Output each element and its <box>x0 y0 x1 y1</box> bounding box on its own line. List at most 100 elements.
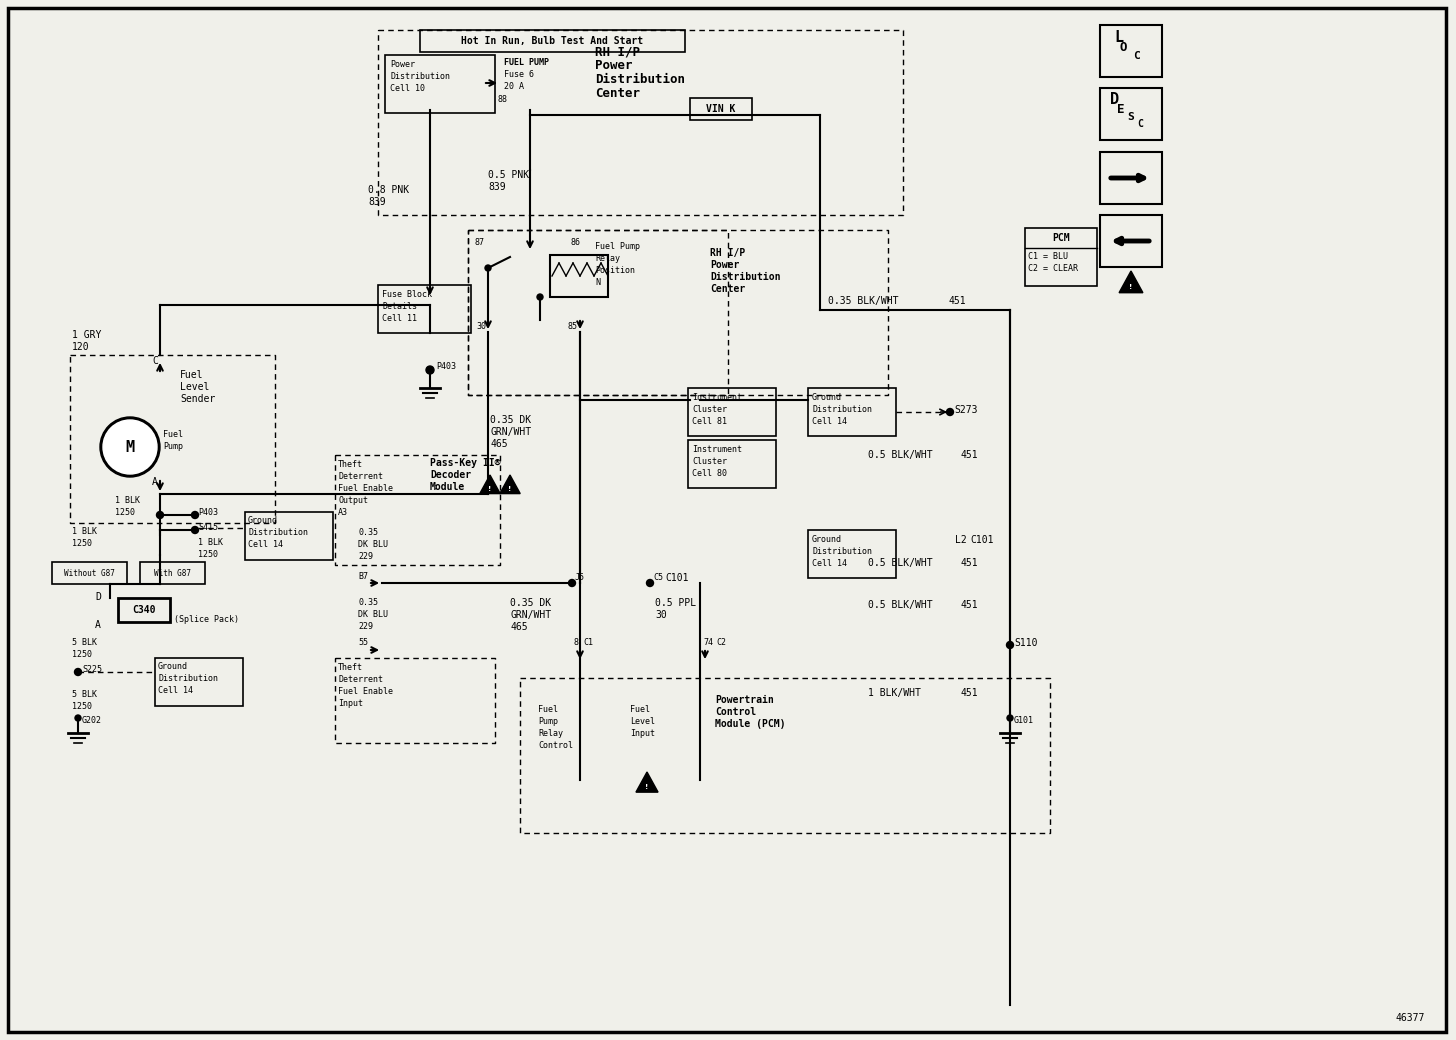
Text: L2: L2 <box>955 535 967 545</box>
Bar <box>550 255 609 297</box>
Text: With G87: With G87 <box>153 569 191 577</box>
Text: Cell 10: Cell 10 <box>390 84 425 93</box>
Text: 0.35: 0.35 <box>358 598 379 607</box>
Circle shape <box>485 265 491 271</box>
Text: Fuse 6: Fuse 6 <box>504 70 534 79</box>
Text: 0.5 BLK/WHT: 0.5 BLK/WHT <box>868 600 933 610</box>
Text: RH I/P: RH I/P <box>596 45 641 58</box>
Text: Cell 14: Cell 14 <box>248 540 282 549</box>
Text: Hot In Run, Bulb Test And Start: Hot In Run, Bulb Test And Start <box>462 36 644 46</box>
Text: G202: G202 <box>82 716 102 725</box>
Text: 229: 229 <box>358 622 373 631</box>
Circle shape <box>74 669 82 676</box>
Text: J5: J5 <box>575 573 585 582</box>
Text: !: ! <box>488 486 492 492</box>
Text: 229: 229 <box>358 552 373 561</box>
Circle shape <box>537 294 543 300</box>
Text: 87: 87 <box>475 238 483 248</box>
Text: 451: 451 <box>960 558 977 568</box>
Text: O: O <box>1120 41 1127 54</box>
Polygon shape <box>636 772 658 792</box>
Text: Cell 81: Cell 81 <box>692 417 727 426</box>
Text: Relay: Relay <box>596 254 620 263</box>
Text: 451: 451 <box>960 450 977 460</box>
Circle shape <box>156 512 163 519</box>
Bar <box>690 98 751 120</box>
Circle shape <box>427 366 434 374</box>
Bar <box>808 388 895 436</box>
Text: A3: A3 <box>338 508 348 517</box>
Bar <box>140 562 205 584</box>
Text: 46377: 46377 <box>1395 1013 1424 1023</box>
Bar <box>379 285 470 333</box>
Text: C101: C101 <box>665 573 689 583</box>
Text: C2 = CLEAR: C2 = CLEAR <box>1028 264 1077 274</box>
Text: S225: S225 <box>82 665 102 674</box>
Text: Decoder: Decoder <box>430 470 472 480</box>
Text: S110: S110 <box>1013 638 1038 648</box>
Circle shape <box>192 512 198 519</box>
Text: 1 BLK: 1 BLK <box>71 527 98 536</box>
Text: 86: 86 <box>569 238 579 248</box>
Text: Level: Level <box>630 717 655 726</box>
Text: Fuel Enable: Fuel Enable <box>338 687 393 696</box>
Circle shape <box>568 579 575 587</box>
Text: 30: 30 <box>655 610 667 620</box>
Text: 839: 839 <box>488 182 505 192</box>
Text: C340: C340 <box>132 605 156 615</box>
Bar <box>384 55 495 113</box>
Text: 1 GRY: 1 GRY <box>71 330 102 340</box>
Text: Module (PCM): Module (PCM) <box>715 719 785 729</box>
Text: C: C <box>1137 119 1143 129</box>
Text: 0.35 BLK/WHT: 0.35 BLK/WHT <box>828 296 898 306</box>
Text: 120: 120 <box>71 342 90 352</box>
Text: Control: Control <box>715 707 756 717</box>
Text: Fuel: Fuel <box>539 705 558 714</box>
Circle shape <box>76 716 82 721</box>
Text: 465: 465 <box>491 439 508 449</box>
Text: 74: 74 <box>703 638 713 647</box>
Text: Distribution: Distribution <box>390 72 450 81</box>
Text: Output: Output <box>338 496 368 505</box>
Text: VIN K: VIN K <box>706 104 735 114</box>
Text: Level: Level <box>181 382 210 392</box>
Bar <box>1025 228 1096 286</box>
Text: Pump: Pump <box>163 442 183 451</box>
Text: N: N <box>596 278 600 287</box>
Text: S415: S415 <box>198 523 218 532</box>
Polygon shape <box>1120 271 1143 292</box>
Polygon shape <box>499 475 520 494</box>
Text: 55: 55 <box>358 638 368 647</box>
Bar <box>1099 152 1162 204</box>
Text: P403: P403 <box>198 508 218 517</box>
Bar <box>245 512 333 560</box>
Text: Center: Center <box>596 87 641 100</box>
Text: Fuel: Fuel <box>181 370 204 380</box>
Text: Cell 14: Cell 14 <box>812 417 847 426</box>
Text: (Splice Pack): (Splice Pack) <box>175 615 239 624</box>
Text: Power: Power <box>596 59 632 72</box>
Text: 88: 88 <box>496 95 507 104</box>
Text: Cell 14: Cell 14 <box>812 560 847 568</box>
Text: RH I/P: RH I/P <box>711 248 745 258</box>
Text: Theft: Theft <box>338 460 363 469</box>
Bar <box>1099 215 1162 267</box>
Text: GRN/WHT: GRN/WHT <box>491 427 531 437</box>
Text: Ground: Ground <box>248 516 278 525</box>
Text: 839: 839 <box>368 197 386 207</box>
Bar <box>118 598 170 622</box>
Text: C2: C2 <box>716 638 727 647</box>
Text: Fuel: Fuel <box>630 705 649 714</box>
Text: Fuel Pump: Fuel Pump <box>596 242 641 251</box>
Text: Input: Input <box>338 699 363 708</box>
Text: Cell 11: Cell 11 <box>381 314 416 323</box>
Text: 1 BLK: 1 BLK <box>198 538 223 547</box>
Text: 30: 30 <box>476 322 486 331</box>
Circle shape <box>646 579 654 587</box>
Text: L: L <box>1114 30 1123 45</box>
Text: D: D <box>95 592 100 602</box>
Text: 1 BLK/WHT: 1 BLK/WHT <box>868 688 920 698</box>
Bar <box>154 658 243 706</box>
Text: B7: B7 <box>358 572 368 581</box>
Polygon shape <box>480 475 501 494</box>
